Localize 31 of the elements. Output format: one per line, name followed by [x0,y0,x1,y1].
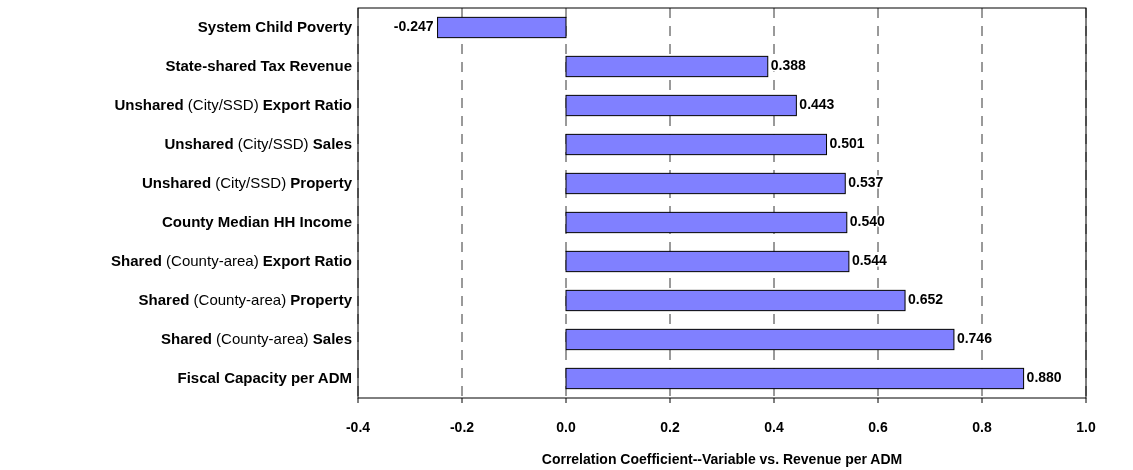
x-tick-label: 0.8 [972,419,992,435]
data-label: 0.652 [908,291,944,308]
data-label: 0.880 [1026,369,1062,386]
y-tick-label: System Child Poverty [197,17,353,35]
x-tick-label: 0.6 [868,419,888,435]
y-tick-label: Fiscal Capacity per ADM [177,368,352,386]
data-label: 0.537 [848,174,884,191]
data-label: 0.443 [799,96,835,113]
data-label: 0.746 [956,330,993,347]
y-tick-label: Unshared (City/SSD) Sales [164,134,352,152]
data-label: 0.388 [770,57,807,74]
x-tick-label: 0.0 [556,419,576,435]
y-tick-label: County Median HH Income [161,212,352,230]
data-label: 0.544 [851,252,888,269]
x-tick-label: 0.4 [764,419,784,435]
x-tick-label: 1.0 [1076,419,1096,435]
y-tick-label: Shared (County-area) Property [138,290,353,308]
bar [565,289,906,312]
x-tick-label: -0.4 [345,419,371,435]
y-tick-label: State-shared Tax Revenue [165,56,352,74]
bar [565,55,769,78]
data-label: 0.540 [849,213,886,230]
data-label: 0.501 [829,135,865,152]
x-axis-title: Correlation Coefficient--Variable vs. Revenue per ADM [541,451,903,467]
y-tick-label: Unshared (City/SSD) Export Ratio [114,95,352,113]
y-tick-label: Shared (County-area) Sales [161,329,352,347]
y-tick-label: Unshared (City/SSD) Property [141,173,353,191]
data-label: -0.247 [393,18,434,35]
x-tick-label: -0.2 [449,419,475,435]
y-tick-label: Shared (County-area) Export Ratio [111,251,352,269]
x-tick-label: 0.2 [660,419,680,435]
